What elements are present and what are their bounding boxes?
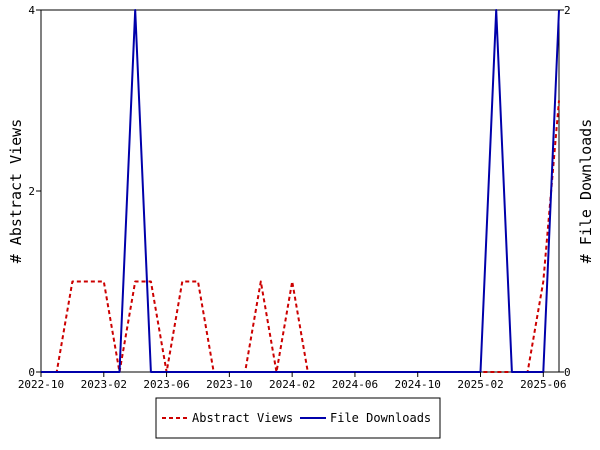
y-axis-title: # Abstract Views: [7, 119, 25, 264]
series-line-file-downloads: [41, 9, 560, 373]
y2-axis-title: # File Downloads: [577, 119, 595, 264]
legend-label-abstract-views: Abstract Views: [192, 411, 293, 425]
y-tick-label: 4: [28, 4, 35, 17]
x-tick-label: 2023-10: [206, 378, 252, 391]
x-tick-label: 2023-06: [143, 378, 189, 391]
legend: Abstract Views File Downloads: [155, 397, 441, 439]
x-tick-label: 2025-02: [457, 378, 503, 391]
x-tick-label: 2024-10: [395, 378, 441, 391]
legend-label-file-downloads: File Downloads: [330, 411, 431, 425]
series-layer: [41, 9, 560, 373]
plot-area: [40, 9, 560, 373]
y-tick-label: 0: [28, 366, 35, 379]
x-tick-label: 2023-02: [81, 378, 127, 391]
y2-tick-label: 0: [564, 366, 571, 379]
x-tick-label: 2024-02: [269, 378, 315, 391]
y2-tick-label: 2: [564, 4, 571, 17]
y-tick-label: 2: [28, 185, 35, 198]
x-tick-label: 2024-06: [332, 378, 378, 391]
axis-layer: 0 2 4 0 2 2022-10 2023-02 2023-06 2023-10 2024-02…: [18, 4, 571, 391]
x-tick-label: 2025-06: [520, 378, 566, 391]
legend-box: [155, 397, 441, 439]
x-tick-label: 2022-10: [18, 378, 64, 391]
